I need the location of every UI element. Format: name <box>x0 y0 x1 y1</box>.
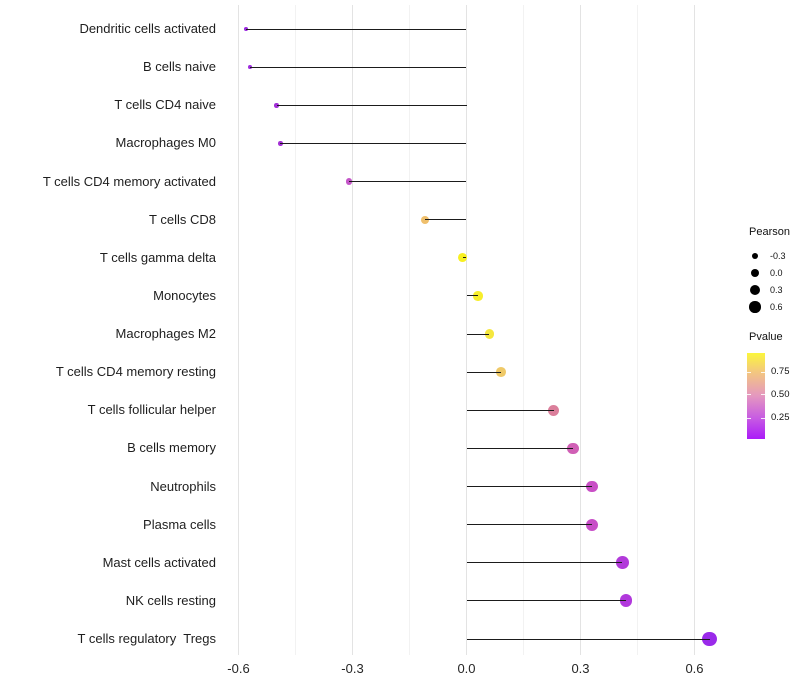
y-axis-label: Monocytes <box>153 287 216 303</box>
size-legend-label: -0.3 <box>770 251 786 261</box>
x-tick-label: 0.3 <box>571 661 590 676</box>
data-point <box>244 27 248 31</box>
colorbar-tick <box>761 371 765 373</box>
lollipop-stem <box>348 181 467 182</box>
y-axis-label: Macrophages M2 <box>115 326 216 341</box>
y-axis-label: T cells follicular helper <box>87 402 216 418</box>
colorbar-tick <box>761 417 765 419</box>
data-point <box>702 631 718 647</box>
size-legend-dot <box>749 284 761 296</box>
y-axis-label: NK cells resting <box>125 592 216 608</box>
size-legend-dot <box>750 268 760 278</box>
lollipop-stem <box>462 257 467 259</box>
gridline-major <box>580 5 581 655</box>
colorbar-tick-label: 0.75 <box>771 366 790 378</box>
lollipop-stem <box>466 409 554 411</box>
lollipop-stem <box>466 524 592 526</box>
size-legend-title: Pearson <box>749 226 790 238</box>
y-axis-label: T cells CD8 <box>149 211 216 227</box>
y-axis-label: B cells memory <box>127 440 216 456</box>
lollipop-stem <box>466 295 478 297</box>
colorbar-tick-label: 0.50 <box>771 388 790 400</box>
data-point <box>615 556 629 570</box>
lollipop-stem <box>466 486 592 487</box>
x-tick-label: -0.6 <box>227 661 250 676</box>
y-axis-label: Neutrophils <box>150 478 216 494</box>
size-legend-label: 0.6 <box>770 302 783 312</box>
data-point <box>278 141 283 146</box>
gridline-minor <box>637 5 638 655</box>
gridline-minor <box>523 5 524 655</box>
y-axis-label: T cells regulatory Tregs <box>77 631 216 646</box>
colorbar <box>747 353 765 439</box>
x-tick-label: 0.0 <box>457 661 476 676</box>
colorbar-tick <box>761 394 765 396</box>
colorbar-tick <box>747 371 751 373</box>
lollipop-stem <box>424 219 467 221</box>
x-tick-label: -0.3 <box>341 661 364 676</box>
colorbar-tick-label: 0.25 <box>771 412 790 424</box>
y-axis-label: T cells gamma delta <box>99 249 216 265</box>
lollipop-stem <box>466 600 627 602</box>
lollipop-stem <box>280 142 467 144</box>
gridline-minor <box>295 5 296 655</box>
y-axis-label: T cells CD4 naive <box>114 97 216 113</box>
gridline-major <box>466 5 467 655</box>
size-legend-label: 0.0 <box>770 268 783 278</box>
gridline-major <box>352 5 353 655</box>
data-point <box>585 518 598 531</box>
size-legend-label: 0.3 <box>770 285 783 295</box>
colorbar-tick <box>747 394 751 396</box>
data-point <box>585 480 598 493</box>
lollipop-stem <box>466 562 623 564</box>
color-legend-title: Pvalue <box>749 331 783 343</box>
y-axis-label: T cells CD4 memory activated <box>42 173 216 189</box>
lollipop-stem <box>466 333 490 335</box>
y-axis-label: Mast cells activated <box>102 554 216 570</box>
x-tick-label: 0.6 <box>685 661 704 676</box>
lollipop-stem <box>276 104 467 106</box>
y-axis-label: Macrophages M0 <box>115 135 216 151</box>
colorbar-tick <box>747 417 751 419</box>
y-axis-label: Dendritic cells activated <box>79 21 216 36</box>
gridline-major <box>238 5 239 655</box>
data-point <box>247 65 252 70</box>
lollipop-stem <box>246 28 467 30</box>
gridline-minor <box>409 5 410 655</box>
y-axis-label: B cells naive <box>143 59 216 75</box>
y-axis-label: Plasma cells <box>143 516 216 532</box>
lollipop-stem <box>466 447 573 449</box>
size-legend-dot <box>751 252 759 260</box>
size-legend-dot <box>749 301 761 313</box>
y-axis-label: T cells CD4 memory resting <box>55 364 216 380</box>
lollipop-stem <box>466 371 501 373</box>
lollipop-stem <box>249 66 467 68</box>
gridline-major <box>694 5 695 655</box>
data-point <box>548 404 560 416</box>
lollipop-stem <box>466 638 710 640</box>
